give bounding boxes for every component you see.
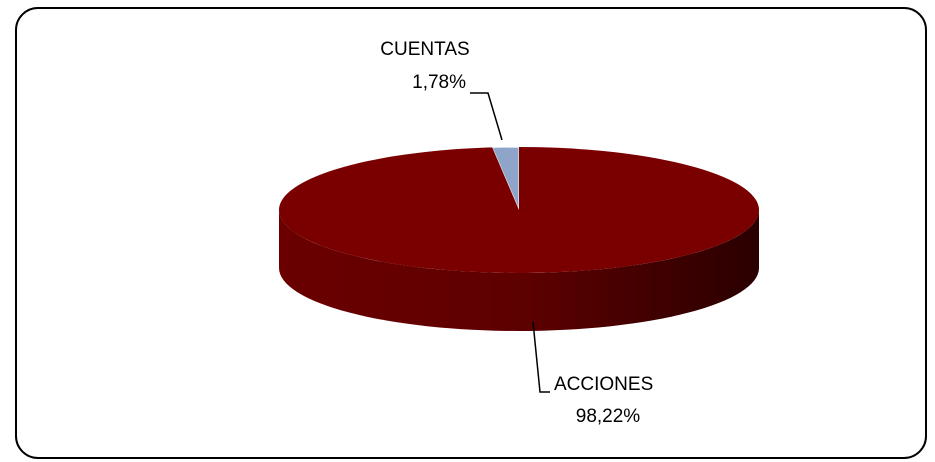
pie xyxy=(278,146,759,331)
slice-label: CUENTAS xyxy=(380,39,469,60)
slice xyxy=(491,146,520,211)
leader-line xyxy=(532,321,550,393)
slice-value-label: 98,22% xyxy=(576,406,641,427)
slice-label: ACCIONES xyxy=(554,374,653,395)
slice-value-label: 1,78% xyxy=(412,72,466,93)
slice xyxy=(278,147,759,273)
leader-line xyxy=(470,92,503,141)
slice-side xyxy=(279,210,759,331)
